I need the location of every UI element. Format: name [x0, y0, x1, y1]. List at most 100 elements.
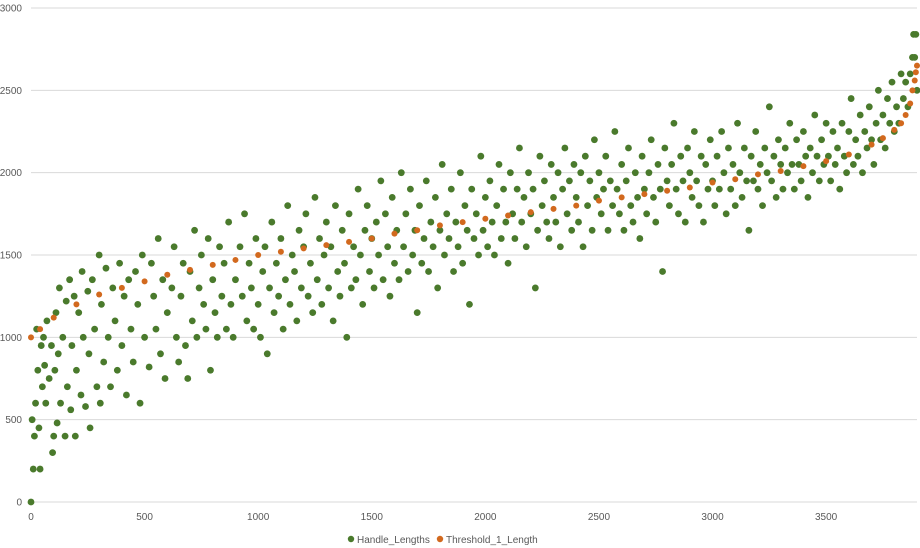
point-threshold-1-length	[73, 301, 80, 308]
point-threshold-1-length	[912, 69, 919, 76]
point-handle-lengths	[318, 301, 326, 308]
point-threshold-1-length	[414, 227, 421, 234]
point-handle-lengths	[595, 169, 603, 177]
point-threshold-1-length	[902, 112, 909, 119]
point-handle-lengths	[363, 202, 371, 210]
point-threshold-1-length	[527, 209, 534, 216]
point-handle-lengths	[168, 284, 176, 292]
point-handle-lengths	[706, 136, 714, 144]
point-handle-lengths	[625, 144, 632, 152]
point-handle-lengths	[836, 185, 844, 193]
legend-marker-handle-lengths	[347, 535, 355, 543]
point-handle-lengths	[51, 366, 59, 374]
point-handle-lengths	[815, 177, 823, 185]
point-handle-lengths	[906, 70, 914, 78]
point-handle-lengths	[218, 292, 226, 300]
point-handle-lengths	[872, 119, 880, 127]
point-handle-lengths	[768, 177, 776, 185]
point-handle-lengths	[102, 264, 110, 272]
point-threshold-1-length	[618, 194, 625, 201]
point-handle-lengths	[572, 193, 580, 201]
point-threshold-1-length	[323, 242, 330, 249]
point-handle-lengths	[329, 317, 337, 325]
point-handle-lengths	[634, 193, 641, 201]
point-handle-lengths	[461, 202, 469, 210]
point-handle-lengths	[466, 301, 473, 308]
point-handle-lengths	[781, 144, 789, 152]
point-handle-lengths	[277, 235, 285, 242]
point-handle-lengths	[220, 259, 228, 267]
point-handle-lengths	[361, 226, 369, 234]
legend: Handle_Lengths Threshold_1_Length	[347, 535, 538, 546]
point-handle-lengths	[125, 276, 133, 284]
point-handle-lengths	[620, 226, 628, 234]
point-handle-lengths	[120, 292, 128, 300]
point-threshold-1-length	[277, 248, 284, 255]
point-handle-lengths	[54, 350, 62, 358]
point-handle-lengths	[375, 251, 382, 259]
point-handle-lengths	[425, 268, 432, 275]
grid-layer	[31, 7, 917, 503]
point-handle-lengths	[179, 259, 187, 267]
point-handle-lengths	[391, 259, 398, 267]
point-handle-lengths	[652, 218, 660, 226]
point-handle-lengths	[497, 235, 505, 242]
point-handle-lengths	[597, 210, 605, 218]
point-handle-lengths	[309, 309, 317, 317]
point-handle-lengths	[85, 350, 93, 358]
point-handle-lengths	[49, 449, 56, 456]
point-threshold-1-length	[754, 171, 761, 178]
point-handle-lengths	[257, 333, 264, 341]
point-handle-lengths	[538, 202, 546, 210]
point-handle-lengths	[63, 383, 71, 391]
point-handle-lengths	[345, 210, 353, 218]
point-threshold-1-length	[907, 100, 914, 107]
point-handle-lengths	[611, 128, 619, 135]
point-handle-lengths	[863, 144, 871, 152]
point-handle-lengths	[743, 177, 751, 185]
point-handle-lengths	[384, 243, 392, 251]
point-handle-lengths	[409, 251, 417, 259]
x-tick-label: 500	[136, 512, 153, 523]
point-handle-lengths	[41, 361, 49, 369]
point-handle-lengths	[475, 251, 482, 259]
point-handle-lengths	[675, 210, 682, 218]
point-handle-lengths	[779, 185, 787, 193]
point-handle-lengths	[59, 333, 67, 341]
point-handle-lengths	[86, 424, 94, 432]
point-handle-lengths	[111, 317, 119, 325]
point-handle-lengths	[28, 416, 36, 424]
point-handle-lengths	[745, 226, 753, 234]
point-handle-lengths	[859, 169, 866, 177]
point-handle-lengths	[718, 128, 726, 135]
point-handle-lengths	[222, 325, 230, 333]
point-handle-lengths	[67, 406, 75, 414]
point-handle-lengths	[561, 144, 569, 152]
point-handle-lengths	[636, 235, 644, 242]
point-handle-lengths	[207, 366, 214, 374]
point-handle-lengths	[534, 226, 542, 234]
y-tick-label: 2500	[0, 86, 22, 97]
point-handle-lengths	[66, 276, 74, 284]
point-handle-lengths	[266, 284, 273, 292]
point-handle-lengths	[152, 325, 160, 333]
point-threshold-1-length	[909, 87, 916, 94]
point-handle-lengths	[822, 119, 830, 127]
point-handle-lengths	[45, 375, 53, 382]
point-handle-lengths	[672, 185, 680, 193]
point-handle-lengths	[154, 235, 162, 242]
point-handle-lengths	[388, 193, 396, 201]
point-handle-lengths	[484, 243, 492, 251]
point-handle-lengths	[531, 284, 539, 292]
point-handle-lengths	[73, 366, 80, 374]
x-axis-ticks: 0 500 1000 1500 2000 2500 3000 3500	[28, 512, 837, 523]
point-handle-lengths	[650, 193, 657, 201]
point-handle-lengths	[70, 292, 78, 300]
point-handle-lengths	[29, 465, 37, 473]
point-threshold-1-length	[232, 256, 239, 263]
point-handle-lengths	[288, 251, 296, 259]
point-handle-lengths	[400, 243, 407, 251]
point-handle-lengths	[145, 363, 153, 371]
x-tick-label: 0	[28, 512, 34, 523]
point-handle-lengths	[759, 202, 766, 210]
